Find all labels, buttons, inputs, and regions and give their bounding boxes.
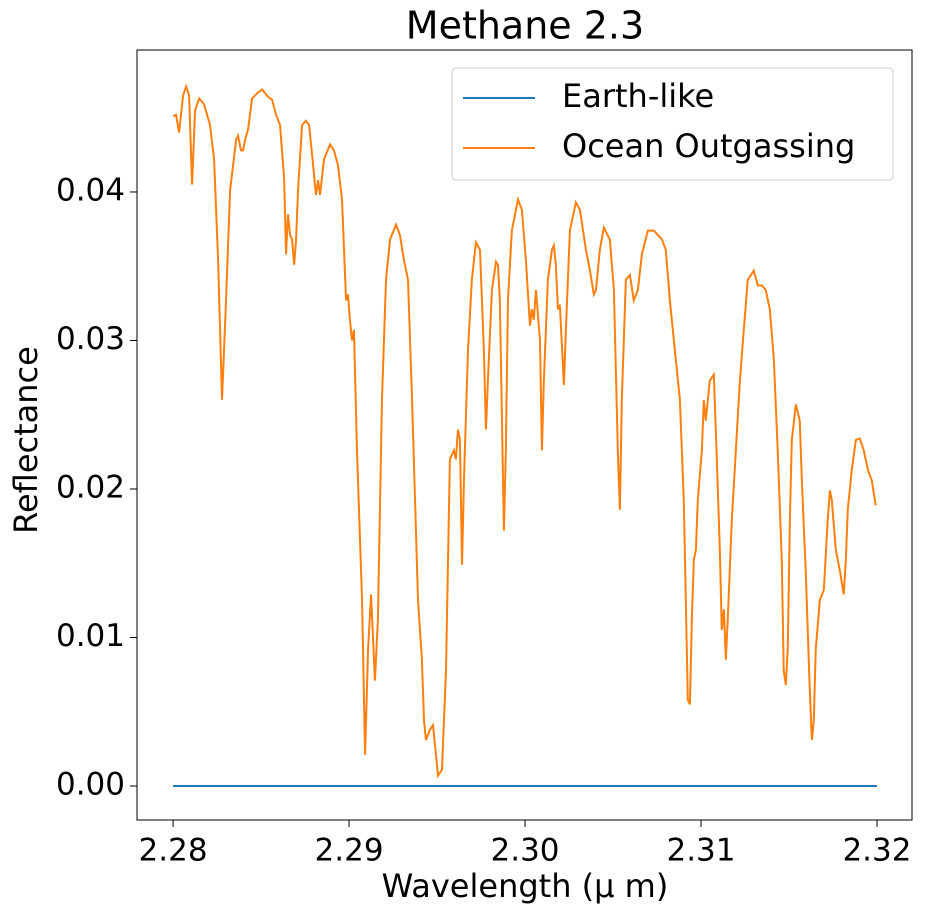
legend-label: Earth-like (562, 77, 714, 115)
plot-frame (136, 49, 913, 821)
legend-label: Ocean Outgassing (562, 127, 855, 165)
y-axis-label: Reflectance (7, 346, 45, 534)
x-tick-label: 2.29 (315, 833, 384, 869)
y-tick-label: 0.02 (56, 469, 125, 505)
legend: Earth-like Ocean Outgassing (451, 67, 894, 181)
x-tick-label: 2.30 (491, 833, 560, 869)
series-line (172, 83, 877, 779)
y-tick-label: 0.00 (56, 766, 125, 802)
x-tick-label: 2.32 (842, 833, 911, 869)
x-tick-label: 2.31 (666, 833, 735, 869)
chart-title: Methane 2.3 (406, 4, 644, 48)
legend-frame (451, 67, 894, 181)
x-tick-label: 2.28 (139, 833, 208, 869)
x-axis-label: Wavelength (μ m) (382, 867, 669, 905)
y-tick-label: 0.01 (56, 618, 125, 654)
y-tick-label: 0.04 (56, 172, 125, 208)
y-tick-label: 0.03 (56, 321, 125, 357)
